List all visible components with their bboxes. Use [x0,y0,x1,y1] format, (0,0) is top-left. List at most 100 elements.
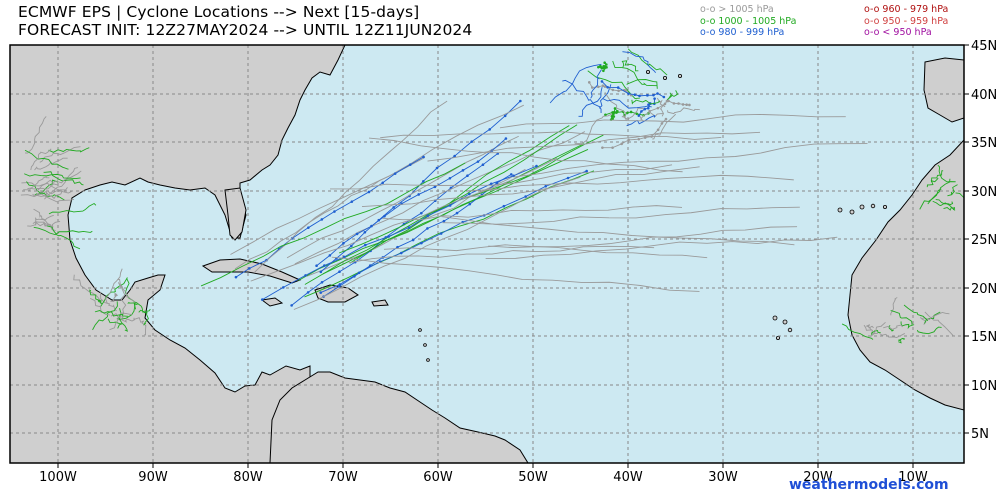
cyclone-track [441,216,795,246]
cyclone-track [89,289,103,305]
track-point [524,195,527,198]
cyclone-track [900,321,915,330]
cyclone-track [250,157,558,282]
track-point [635,112,639,116]
cyclone-track [601,81,665,98]
cyclone-track [36,170,82,192]
track-point [502,204,506,208]
cyclone-track [48,202,97,215]
lat-tick-label: 10N [971,379,997,394]
track-point [411,238,415,242]
track-point [470,140,473,143]
track-point [512,174,515,178]
track-point [468,202,472,206]
legend-entry: o-o 1000 - 1005 hPa [700,15,797,27]
track-point [396,245,399,249]
track-point [363,231,367,234]
lon-tick-label: 40W [613,470,643,485]
lon-tick-label: 90W [138,470,168,485]
lat-tick-label: 40N [971,88,997,103]
cyclone-track [870,322,886,337]
cyclone-track [890,310,913,325]
cyclone-track [656,97,666,117]
track-point [566,176,570,180]
land-north-america [10,45,346,463]
cyclone-track [316,138,507,267]
lat-tick-label: 25N [971,233,997,248]
track-point [653,97,656,100]
cyclone-track [105,268,123,304]
cyclone-track [36,190,63,200]
track-point [234,275,238,279]
track-point [509,173,513,176]
cyclone-track [602,118,667,149]
track-point [601,84,605,88]
track-point [337,285,341,288]
cyclone-track [955,192,964,199]
track-point [620,142,623,146]
track-point [503,114,507,118]
track-point [407,226,411,229]
track-point [357,271,361,275]
cyclone-track [100,291,117,312]
cyclone-track [127,301,151,313]
track-point [656,128,660,132]
track-point [323,264,326,267]
track-point [640,110,643,113]
cyclone-track [117,282,136,303]
track-point [338,270,341,274]
cyclone-track [927,178,951,205]
cyclone-track [291,153,499,306]
track-point [627,92,630,95]
track-point [248,267,251,270]
track-point [350,244,353,248]
track-point [306,291,310,294]
track-point [408,163,412,166]
track-point [392,206,395,209]
cyclone-track [947,184,958,197]
track-point [393,172,397,175]
credit-watermark[interactable]: weathermodels.com [789,477,949,493]
track-point [355,232,359,236]
land-africa [847,139,964,411]
track-point [646,94,649,97]
cyclone-track [94,310,128,317]
track-point [597,65,600,69]
lon-tick-label: 80W [233,470,263,485]
cyclone-track [34,157,68,171]
cyclone-track [20,193,75,203]
track-point [370,224,373,228]
cyclone-track [924,311,941,324]
cyclone-track [622,51,656,74]
track-point [422,180,425,183]
lon-tick-label: 30W [708,470,738,485]
cyclone-track [200,162,466,287]
cyclone-track [513,143,868,178]
track-point [600,80,604,83]
track-point [604,113,607,117]
cyclone-track [943,206,955,211]
track-point [646,106,650,110]
cyclone-track [26,181,65,201]
forecast-init-line: FORECAST INIT: 12Z27MAY2024 --> UNTIL 12… [18,21,473,39]
cyclone-track [73,274,102,304]
track-point [688,103,691,107]
cyclone-track [598,84,612,114]
cyclone-track [883,324,903,330]
cyclone-track [612,60,658,89]
cyclone-track [32,187,68,197]
cyclone-track [879,332,905,339]
cyclone-track [499,113,846,129]
track-point [662,95,666,99]
legend-pressure-high: o-o 960 - 979 hPa o-o 950 - 959 hPa o-o < … [864,4,948,39]
cyclone-track [286,135,519,259]
track-point [633,93,637,97]
cyclone-track [368,137,683,173]
lon-tick-label: 60W [423,470,453,485]
legend-entry: o-o > 1005 hPa [700,4,774,15]
cyclone-track [649,100,690,112]
cyclone-track [380,131,722,140]
lon-tick-label: 70W [328,470,358,485]
track-point [663,102,667,106]
